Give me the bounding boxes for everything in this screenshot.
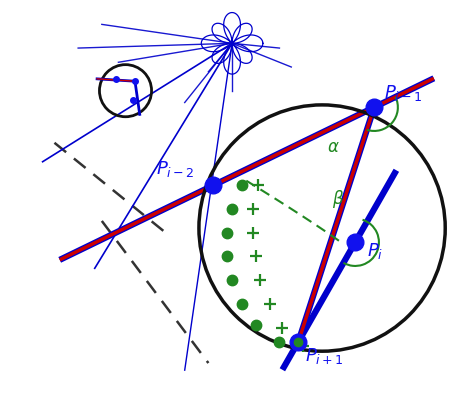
Text: $P_i$: $P_i$ [367,242,383,261]
Text: $P_{i-1}$: $P_{i-1}$ [384,83,422,103]
Text: $\beta$: $\beta$ [332,188,344,210]
Text: $P_{i+1}$: $P_{i+1}$ [306,346,344,366]
Text: $\alpha$: $\alpha$ [327,138,339,156]
Text: $P_{i-2}$: $P_{i-2}$ [156,159,195,179]
